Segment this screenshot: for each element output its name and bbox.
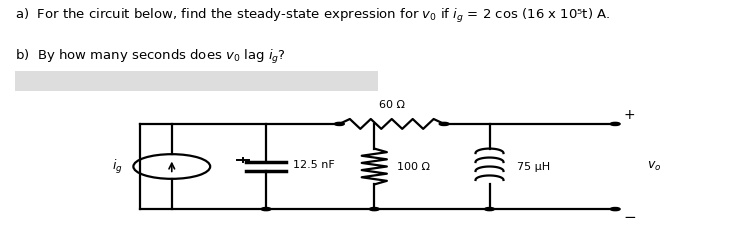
Text: 75 μH: 75 μH <box>517 161 551 172</box>
Text: 60 Ω: 60 Ω <box>379 100 405 110</box>
Text: +: + <box>623 108 635 122</box>
Circle shape <box>610 207 620 211</box>
Circle shape <box>334 122 344 125</box>
Text: b)  By how many seconds does $v_0$ lag $i_g$?: b) By how many seconds does $v_0$ lag $i… <box>15 48 286 66</box>
Text: −: − <box>623 210 637 225</box>
Circle shape <box>369 207 379 211</box>
Bar <box>15 71 378 91</box>
Text: 12.5 nF: 12.5 nF <box>293 160 334 170</box>
Text: $v_o$: $v_o$ <box>647 160 661 173</box>
Text: $i_g$: $i_g$ <box>112 158 123 175</box>
Text: a)  For the circuit below, find the steady-state expression for $v_0$ if $i_g$ =: a) For the circuit below, find the stead… <box>15 7 610 25</box>
Circle shape <box>484 207 495 211</box>
Circle shape <box>261 207 271 211</box>
Circle shape <box>439 122 449 125</box>
Circle shape <box>610 122 620 125</box>
Text: 100 Ω: 100 Ω <box>397 161 431 172</box>
